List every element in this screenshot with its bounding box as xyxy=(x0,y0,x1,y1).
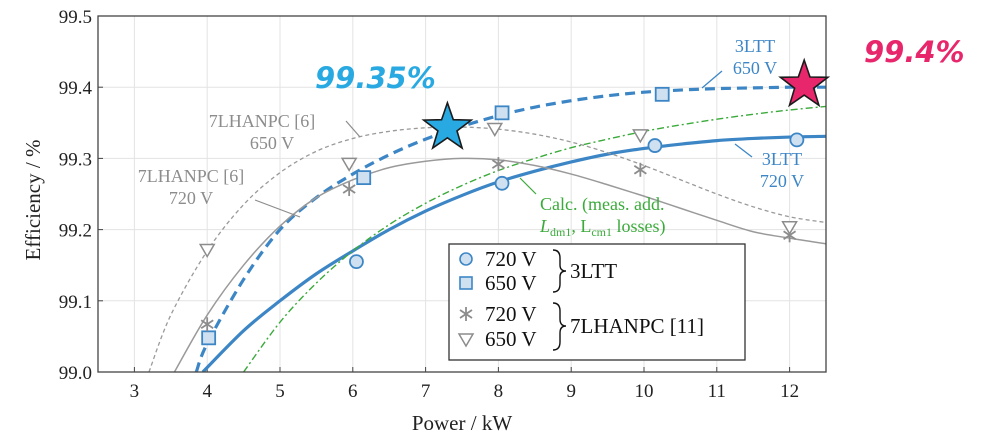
annotation-7lhanpc-720-line1: 7LHANPC [6] xyxy=(138,166,245,186)
annotation-3ltt-720: 3LTT 720 V xyxy=(734,143,804,191)
marker-triangle-7lhanpc-650 xyxy=(486,122,504,137)
annotation-3ltt-650: 3LTT 650 V xyxy=(701,36,777,89)
legend-circle-marker xyxy=(459,252,473,266)
x-tick-label: 12 xyxy=(780,381,799,402)
marker-circle-3ltt-720 xyxy=(494,175,510,191)
y-axis-label: Efficiency / % xyxy=(21,140,45,261)
annotation-3ltt-720-line1: 3LTT xyxy=(762,149,802,169)
x-tick-label: 11 xyxy=(708,381,726,402)
marker-circle-3ltt-720 xyxy=(789,132,805,148)
annotation-7lhanpc-650: 7LHANPC [6] 650 V xyxy=(209,111,361,153)
annotation-7lhanpc-650-line1: 7LHANPC [6] xyxy=(209,111,316,131)
series-line-solid-blue xyxy=(201,134,826,372)
x-axis-label: Power / kW xyxy=(412,411,512,435)
legend-box xyxy=(448,243,746,361)
annotation-3ltt-650-line1: 3LTT xyxy=(735,36,775,56)
series-curves xyxy=(148,85,826,372)
marker-triangle-7lhanpc-650 xyxy=(781,221,798,236)
marker-asterisk-7lhanpc-720 xyxy=(491,157,505,172)
y-tick-label: 99.1 xyxy=(59,292,92,313)
marker-circle-3ltt-720 xyxy=(647,138,663,153)
x-tick-label: 8 xyxy=(494,381,504,402)
y-tick-label: 99.0 xyxy=(59,363,92,384)
data-markers xyxy=(198,81,816,346)
marker-triangle-7lhanpc-650 xyxy=(340,157,358,172)
legend: 720 V 650 V 3LTT 720 V 650 V 7LHANPC [11… xyxy=(448,243,746,361)
legend-7lhanpc-720: 720 V xyxy=(485,302,537,326)
x-tick-label: 5 xyxy=(275,381,285,402)
marker-square-3ltt-650 xyxy=(356,170,372,186)
y-tick-label: 99.5 xyxy=(59,7,92,28)
highlight-stars xyxy=(421,57,831,150)
legend-brace-1 xyxy=(552,249,567,293)
marker-triangle-7lhanpc-650 xyxy=(632,129,649,144)
legend-3ltt-650: 650 V xyxy=(485,271,537,295)
series-line-dashdot-green xyxy=(243,105,826,372)
legend-group-3ltt: 3LTT xyxy=(570,259,617,283)
plot-frame xyxy=(97,15,827,373)
annotation-calc: Calc. (meas. add. Ldm1, Lcm1 losses) xyxy=(519,177,666,239)
x-tick-label: 9 xyxy=(566,381,576,402)
marker-circle-3ltt-720 xyxy=(349,254,364,270)
marker-asterisk-7lhanpc-720 xyxy=(342,182,356,197)
y-tick-label: 99.4 xyxy=(59,78,93,99)
marker-square-3ltt-650 xyxy=(201,330,217,346)
marker-triangle-7lhanpc-650 xyxy=(198,243,216,259)
y-tick-label: 99.3 xyxy=(59,149,92,170)
x-tick-labels: 3 4 5 6 7 8 9 10 11 12 xyxy=(130,381,799,402)
star-icon-blue xyxy=(421,100,474,150)
annotation-7lhanpc-720: 7LHANPC [6] 720 V xyxy=(138,166,301,218)
annotation-3ltt-650-line2: 650 V xyxy=(733,58,777,78)
legend-square-marker xyxy=(459,276,473,290)
annotation-calc-line2: Ldm1, Lcm1 losses) xyxy=(539,216,666,239)
series-line-dashed-blue xyxy=(194,85,826,372)
legend-brace-2 xyxy=(552,302,567,351)
x-tick-label: 4 xyxy=(202,381,212,402)
y-tick-labels: 99.0 99.1 99.2 99.3 99.4 99.5 xyxy=(59,7,93,384)
legend-triangle-marker xyxy=(457,333,475,348)
annotation-7lhanpc-650-line2: 650 V xyxy=(250,133,294,153)
x-tick-label: 3 xyxy=(130,381,140,402)
marker-asterisk-7lhanpc-720 xyxy=(633,162,647,177)
legend-asterisk-marker xyxy=(459,307,473,321)
x-tick-label: 7 xyxy=(421,381,431,402)
annotation-3ltt-720-line2: 720 V xyxy=(760,171,804,191)
annotation-7lhanpc-720-line2: 720 V xyxy=(169,188,213,208)
legend-3ltt-720: 720 V xyxy=(485,247,537,271)
star-label-pink: 99.4% xyxy=(864,35,965,69)
y-tick-label: 99.2 xyxy=(59,221,92,242)
series-line-dashed-gray xyxy=(148,126,826,372)
star-label-blue: 99.35% xyxy=(315,61,436,95)
legend-group-7lhanpc: 7LHANPC [11] xyxy=(570,314,704,338)
star-icon-pink xyxy=(778,57,831,108)
marker-asterisk-7lhanpc-720 xyxy=(200,317,214,332)
marker-square-3ltt-650 xyxy=(654,86,670,102)
x-tick-label: 10 xyxy=(635,381,654,402)
annotation-calc-line1: Calc. (meas. add. xyxy=(540,194,664,215)
x-tick-label: 6 xyxy=(348,381,358,402)
legend-7lhanpc-650: 650 V xyxy=(485,327,537,351)
marker-square-3ltt-650 xyxy=(494,105,510,121)
